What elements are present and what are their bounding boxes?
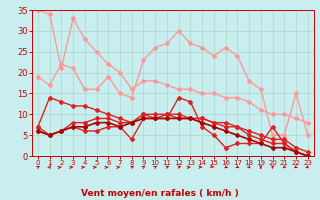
Text: Vent moyen/en rafales ( km/h ): Vent moyen/en rafales ( km/h ) bbox=[81, 189, 239, 198]
